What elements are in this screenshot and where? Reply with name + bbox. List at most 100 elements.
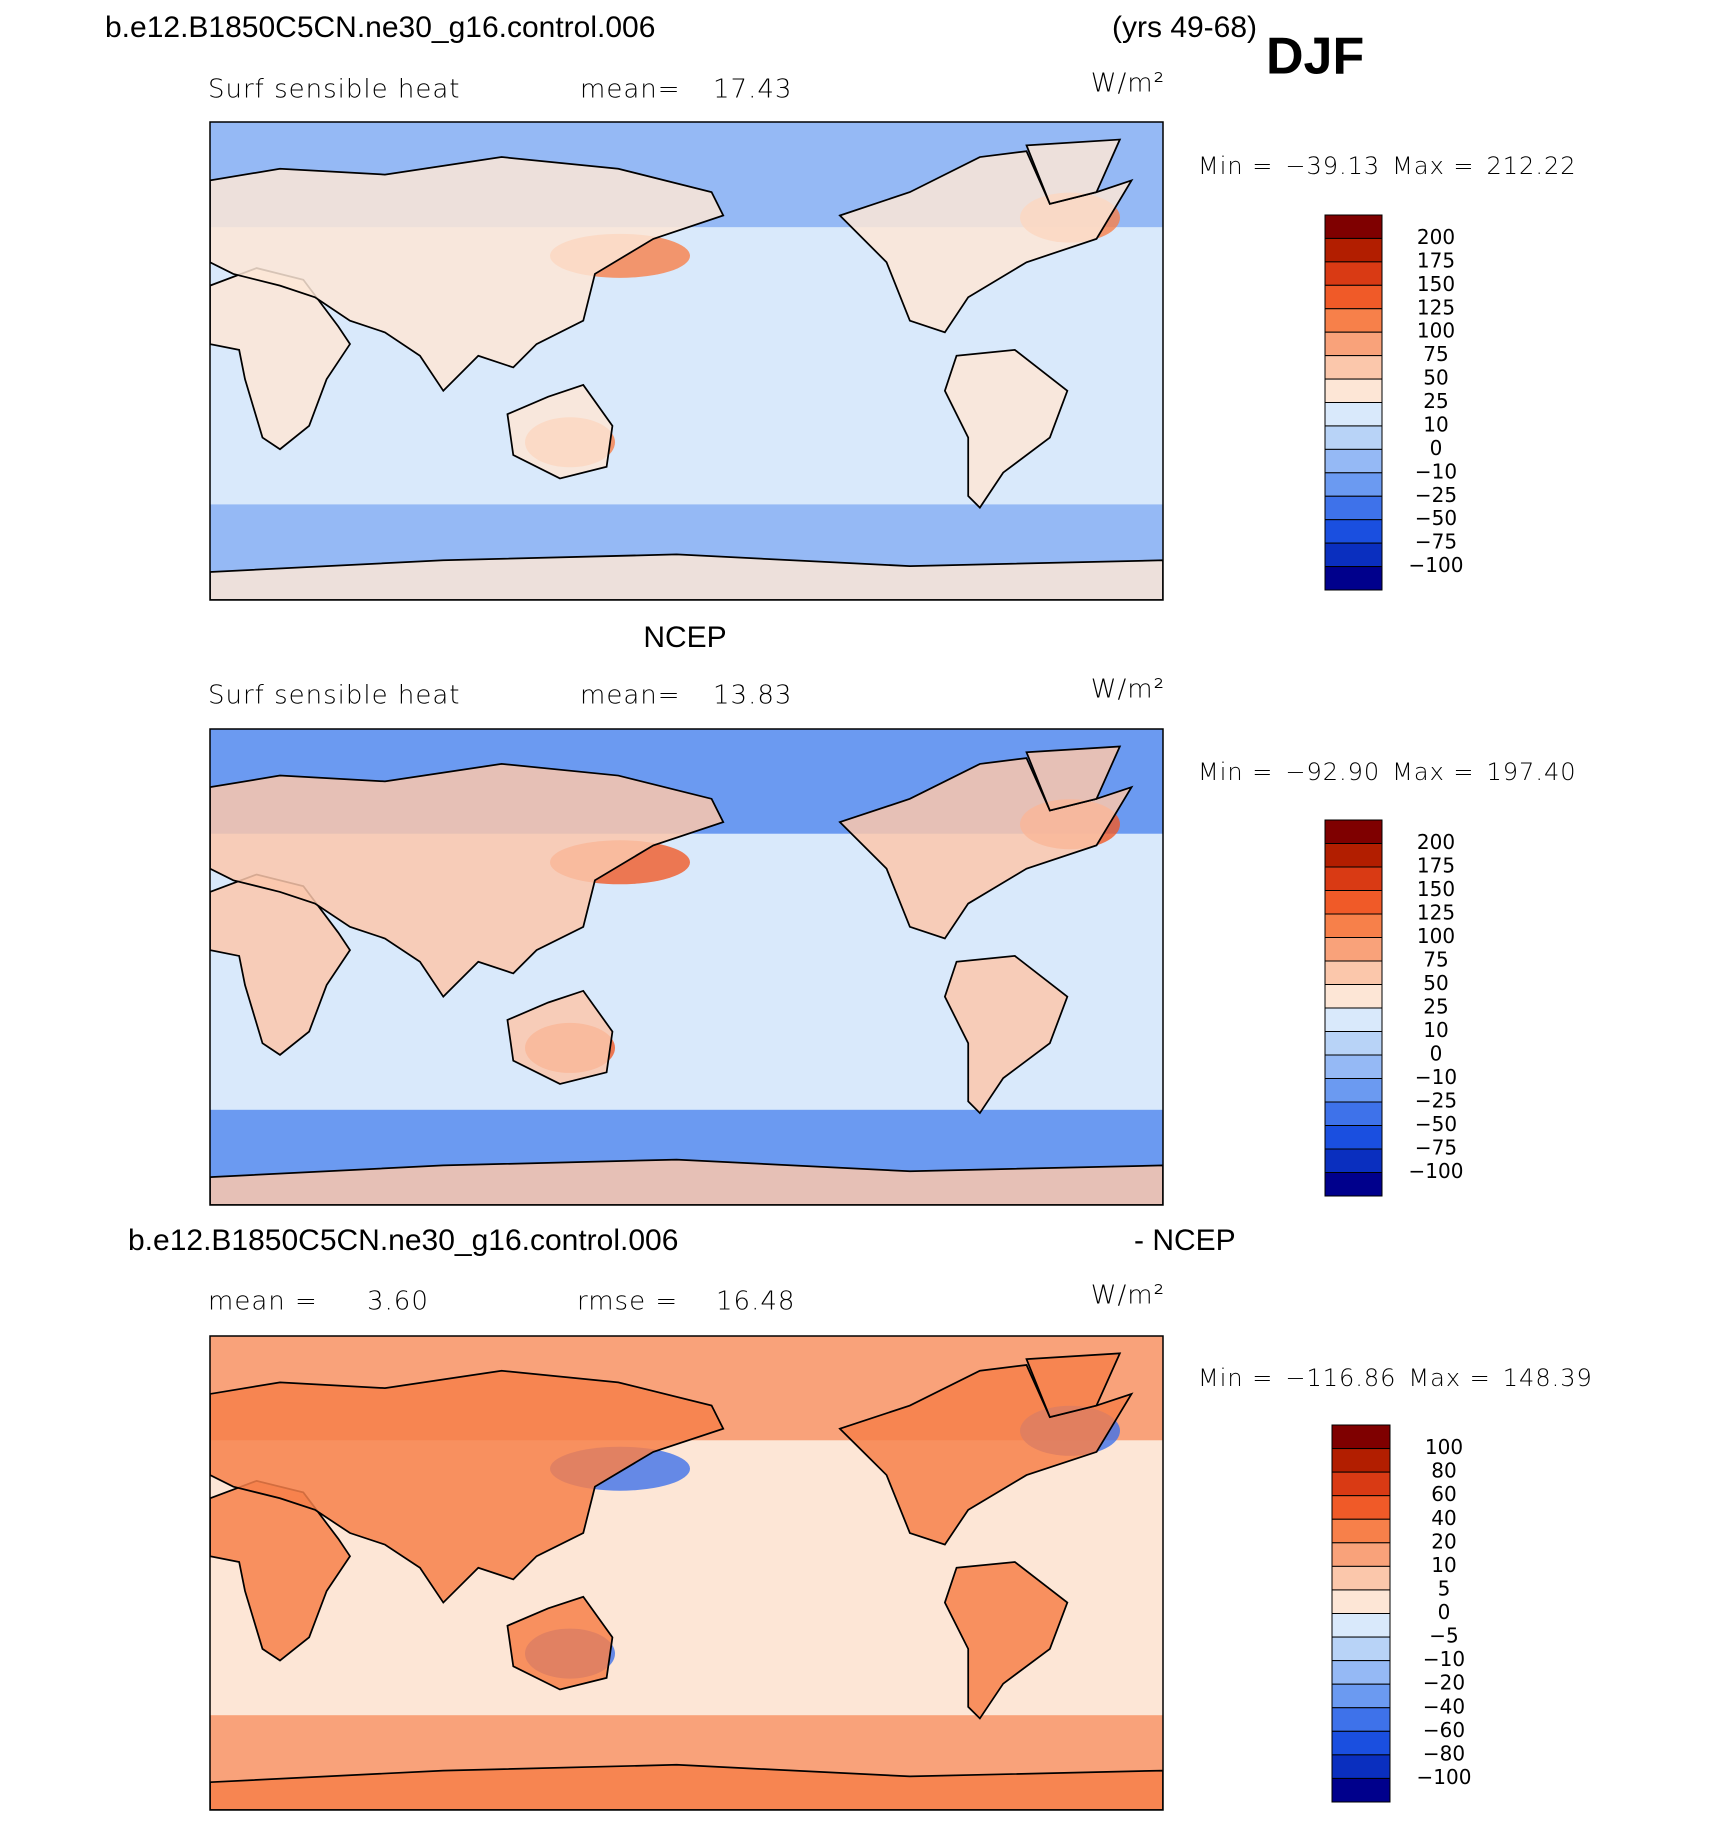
colorbar-box [1331, 1448, 1391, 1473]
colorbar-label: 80 [1431, 1459, 1456, 1483]
colorbar-box [1324, 866, 1383, 891]
colorbar-box [1324, 960, 1383, 985]
colorbar-label: 100 [1417, 924, 1455, 948]
stat-value: 16.48 [716, 1287, 795, 1317]
colorbar-box [1324, 308, 1383, 333]
min-max-part: Max = [1408, 1364, 1490, 1392]
colorbar-box [1324, 1007, 1383, 1032]
colorbar-label: 25 [1423, 995, 1448, 1019]
colorbar-box [1324, 519, 1383, 544]
colorbar-label: 0 [1430, 436, 1443, 460]
stat-label: Surf sensible heat [208, 681, 460, 711]
colorbar-box [1324, 984, 1383, 1009]
colorbar-box [1324, 542, 1383, 568]
colorbar-box [1324, 566, 1383, 591]
colorbar-box [1331, 1495, 1391, 1520]
colorbar-label: −75 [1415, 530, 1457, 554]
colorbar-box [1324, 843, 1383, 868]
colorbar-box [1331, 1707, 1391, 1732]
colorbar-label: 20 [1431, 1529, 1456, 1553]
colorbar-label: 100 [1425, 1435, 1463, 1459]
colorbar-label: 200 [1417, 225, 1455, 249]
colorbar-label: 175 [1417, 248, 1455, 272]
colorbar-label: −10 [1415, 459, 1457, 483]
colorbar-label: 75 [1423, 342, 1448, 366]
colorbar-box [1324, 331, 1383, 357]
stat-label: mean = [208, 1287, 318, 1317]
colorbar-label: −100 [1409, 553, 1464, 577]
stat-label: mean= [580, 681, 681, 711]
colorbar-box [1331, 1754, 1391, 1779]
min-max-part: Min = [1198, 152, 1273, 180]
colorbar-box [1331, 1542, 1391, 1567]
colorbar-label: −100 [1409, 1159, 1464, 1183]
panel-title: b.e12.B1850C5CN.ne30_g16.control.006 [128, 1224, 678, 1257]
colorbar-box [1331, 1589, 1391, 1614]
stat-label: Surf sensible heat [208, 75, 460, 105]
min-max-part: Max = [1392, 758, 1474, 786]
colorbar-label: −50 [1415, 1112, 1457, 1136]
colorbar-label: 10 [1423, 412, 1448, 436]
stat-label: mean= [580, 75, 681, 105]
min-max: Min = −116.86 Max = 148.39 [1198, 1364, 1593, 1392]
years: (yrs 49-68) [1112, 11, 1257, 44]
colorbar-label: 50 [1423, 366, 1448, 390]
colorbar-label: −20 [1423, 1671, 1465, 1695]
colorbar-box [1324, 1031, 1383, 1056]
stat-value: 3.60 [367, 1287, 429, 1317]
colorbar-label: 60 [1431, 1482, 1456, 1506]
figure-title: b.e12.B1850C5CN.ne30_g16.control.006 [105, 11, 655, 44]
colorbar-box [1331, 1683, 1391, 1709]
colorbar-label: −25 [1415, 1089, 1457, 1113]
colorbar-box [1331, 1613, 1391, 1638]
min-max-part: Min = [1198, 758, 1273, 786]
colorbar-box [1324, 937, 1383, 962]
units: W/m² [1091, 1281, 1165, 1311]
colorbar-box [1324, 402, 1383, 427]
colorbar-box [1324, 495, 1383, 521]
colorbar-box [1324, 237, 1383, 263]
panel-title: NCEP [643, 621, 726, 654]
colorbar-label: 150 [1417, 272, 1455, 296]
colorbar-label: −50 [1415, 506, 1457, 530]
colorbar-label: −25 [1415, 483, 1457, 507]
season: DJF [1266, 28, 1364, 86]
colorbar-box [1324, 448, 1383, 474]
colorbar-label: −40 [1423, 1694, 1465, 1718]
colorbar-box [1331, 1636, 1391, 1662]
stat-value: 17.43 [713, 75, 792, 105]
colorbar-label: −60 [1423, 1718, 1465, 1742]
panel-title-right: - NCEP [1134, 1224, 1236, 1257]
colorbar-label: 175 [1417, 854, 1455, 878]
colorbar-label: −100 [1417, 1765, 1472, 1789]
map-frame [209, 121, 1164, 601]
colorbar-box [1324, 214, 1383, 239]
colorbar-label: 0 [1438, 1600, 1451, 1624]
map-frame [209, 728, 1164, 1206]
min-max: Min = −39.13 Max = 212.22 [1198, 152, 1577, 180]
units: W/m² [1091, 675, 1165, 705]
colorbar-label: −10 [1423, 1647, 1465, 1671]
colorbar-box [1331, 1565, 1391, 1591]
colorbar-box [1324, 284, 1383, 310]
stat-value: 13.83 [713, 681, 792, 711]
colorbar-label: −80 [1423, 1741, 1465, 1765]
colorbar-box [1324, 890, 1383, 915]
colorbar-box [1324, 1078, 1383, 1103]
colorbar-box [1324, 1125, 1383, 1150]
min-max-part: −92.90 [1285, 758, 1380, 786]
map-frame [209, 1335, 1164, 1811]
colorbar-box [1324, 1148, 1383, 1173]
units: W/m² [1091, 69, 1165, 99]
colorbar-label: 150 [1417, 877, 1455, 901]
colorbar-label: 125 [1417, 295, 1455, 319]
colorbar-box [1331, 1777, 1391, 1803]
colorbar-box [1324, 425, 1383, 450]
colorbar-label: 5 [1438, 1576, 1451, 1600]
colorbar-box [1331, 1660, 1391, 1685]
colorbar-label: 10 [1431, 1553, 1456, 1577]
colorbar-label: 25 [1423, 389, 1448, 413]
colorbar-label: 0 [1430, 1042, 1443, 1066]
colorbar-label: 200 [1417, 830, 1455, 854]
